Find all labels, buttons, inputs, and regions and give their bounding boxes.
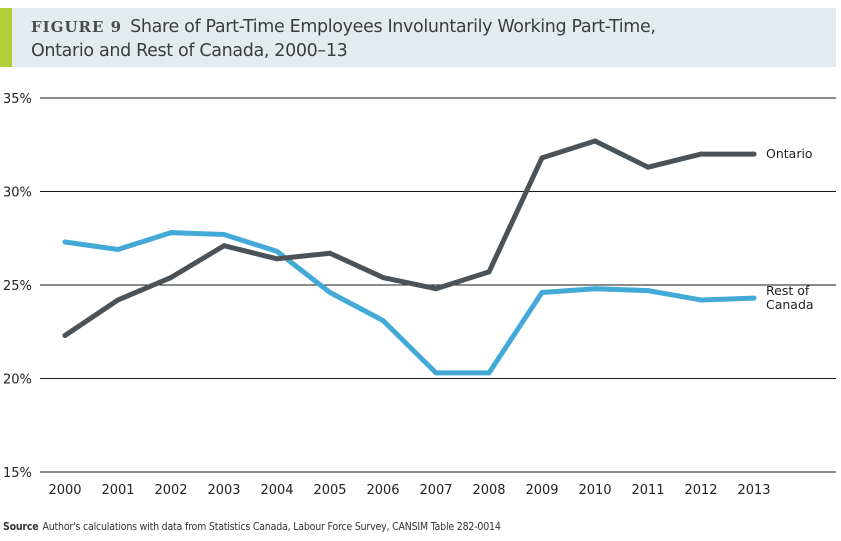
figure-title-line1: FIGURE 9 Share of Part-Time Employees Inv… [31, 17, 656, 37]
y-tick-label-25: 25% [3, 279, 32, 294]
data-point-rest-of-canada-2010 [592, 286, 598, 292]
data-point-rest-of-canada-2011 [645, 288, 651, 294]
data-point-ontario-2011 [645, 164, 651, 170]
x-tick-label-2013: 2013 [737, 483, 770, 498]
data-point-ontario-2012 [698, 151, 704, 157]
data-point-ontario-2002 [168, 275, 174, 281]
data-point-ontario-2001 [115, 297, 121, 303]
x-tick-label-2006: 2006 [366, 483, 399, 498]
y-tick-label-20: 20% [3, 373, 32, 388]
data-point-rest-of-canada-2003 [221, 232, 227, 238]
data-point-ontario-2009 [539, 155, 545, 161]
source-note: Source Author's calculations with data fr… [3, 521, 501, 533]
x-tick-label-2008: 2008 [472, 483, 505, 498]
x-tick-label-2012: 2012 [684, 483, 717, 498]
data-point-rest-of-canada-2004 [274, 248, 280, 254]
data-point-rest-of-canada-2012 [698, 297, 704, 303]
data-point-rest-of-canada-2002 [168, 230, 174, 236]
figure-label: FIGURE 9 [31, 18, 123, 36]
y-tick-label-30: 30% [3, 186, 32, 201]
data-point-rest-of-canada-2005 [327, 289, 333, 295]
figure-header: FIGURE 9 Share of Part-Time Employees Inv… [0, 8, 836, 67]
series-label-rest-of-canada-line1: Rest of [766, 283, 810, 298]
x-tick-label-2002: 2002 [154, 483, 187, 498]
series-line-rest-of-canada [62, 230, 757, 376]
data-point-rest-of-canada-2007 [433, 370, 439, 376]
x-tick-label-2009: 2009 [525, 483, 558, 498]
data-point-ontario-2006 [380, 275, 386, 281]
x-tick-label-2005: 2005 [313, 483, 346, 498]
x-tick-label-2007: 2007 [419, 483, 452, 498]
data-point-rest-of-canada-2006 [380, 318, 386, 324]
data-point-rest-of-canada-2000 [62, 239, 68, 245]
figure-title-line2: Ontario and Rest of Canada, 2000–13 [31, 41, 348, 61]
source-label: Source [3, 521, 39, 533]
data-point-ontario-2007 [433, 286, 439, 292]
series-label-rest-of-canada-line2: Canada [766, 297, 814, 312]
y-tick-label-15: 15% [3, 466, 32, 481]
source-text: Author's calculations with data from Sta… [42, 521, 501, 533]
x-tick-label-2011: 2011 [631, 483, 664, 498]
figure-title-text: Share of Part-Time Employees Involuntari… [130, 17, 656, 37]
data-point-ontario-2008 [486, 269, 492, 275]
series-line-ontario [62, 138, 757, 338]
x-tick-label-2004: 2004 [260, 483, 293, 498]
data-point-rest-of-canada-2001 [115, 246, 121, 252]
y-tick-label-35: 35% [3, 92, 32, 107]
data-point-rest-of-canada-2013 [751, 295, 757, 301]
data-point-ontario-2010 [592, 138, 598, 144]
data-point-ontario-2005 [327, 250, 333, 256]
series-label-ontario: Ontario [766, 146, 813, 161]
data-point-rest-of-canada-2009 [539, 289, 545, 295]
x-tick-label-2000: 2000 [48, 483, 81, 498]
x-tick-label-2001: 2001 [101, 483, 134, 498]
x-tick-label-2003: 2003 [207, 483, 240, 498]
header-accent-bar [0, 8, 12, 67]
x-tick-label-2010: 2010 [578, 483, 611, 498]
data-point-ontario-2000 [62, 332, 68, 338]
data-point-ontario-2003 [221, 243, 227, 249]
data-point-ontario-2013 [751, 151, 757, 157]
data-point-rest-of-canada-2008 [486, 370, 492, 376]
data-point-ontario-2004 [274, 256, 280, 262]
